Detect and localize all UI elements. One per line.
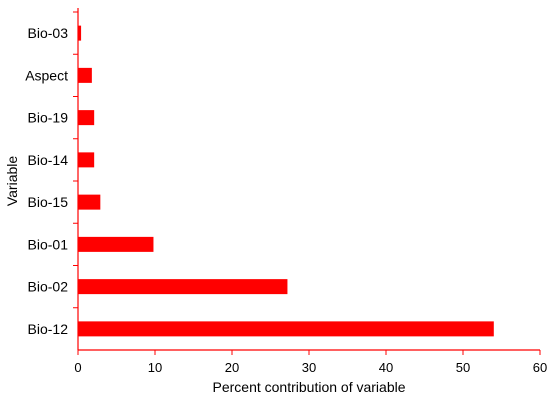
y-tick-label-bio-15: Bio-15 — [28, 194, 69, 210]
bar-bio-15 — [78, 194, 101, 210]
bar-bio-12 — [78, 321, 494, 337]
y-tick-label-bio-12: Bio-12 — [28, 321, 69, 337]
x-ticks-group: 0 10 20 30 40 50 60 — [74, 350, 547, 375]
y-tick-label-bio-02: Bio-02 — [28, 279, 69, 295]
x-tick-label-30: 30 — [302, 360, 316, 375]
bar-bio-02 — [78, 279, 288, 295]
bar-aspect — [78, 67, 92, 83]
x-tick-label-0: 0 — [74, 360, 81, 375]
y-axis-title: Variable — [4, 156, 20, 207]
y-tick-label-bio-19: Bio-19 — [28, 110, 69, 126]
y-tick-label-bio-03: Bio-03 — [28, 25, 69, 41]
y-ticks-group: Bio-03 Aspect Bio-19 Bio-14 Bio-15 Bio-01 Bio-… — [25, 11, 78, 337]
bar-bio-01 — [78, 236, 154, 252]
x-tick-label-60: 60 — [533, 360, 547, 375]
bar-bio-14 — [78, 152, 95, 168]
x-tick-label-40: 40 — [379, 360, 393, 375]
x-tick-label-20: 20 — [225, 360, 239, 375]
x-tick-label-50: 50 — [456, 360, 470, 375]
bar-bio-03 — [78, 25, 82, 41]
y-tick-label-bio-01: Bio-01 — [28, 236, 69, 252]
x-axis-title: Percent contribution of variable — [213, 379, 406, 395]
bar-bio-19 — [78, 110, 95, 126]
x-tick-label-10: 10 — [148, 360, 162, 375]
y-tick-label-bio-14: Bio-14 — [28, 152, 69, 168]
bars-group — [78, 25, 494, 337]
y-tick-label-aspect: Aspect — [25, 67, 68, 83]
